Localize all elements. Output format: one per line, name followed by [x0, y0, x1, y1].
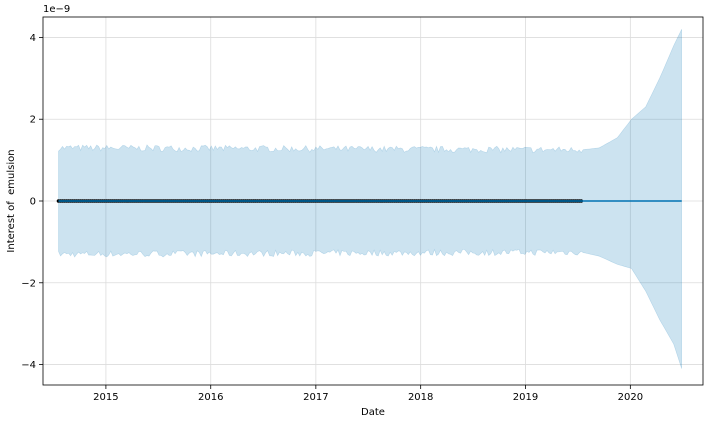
x-tick-label: 2019 [513, 392, 538, 403]
y-scale-label: 1e−9 [43, 4, 70, 15]
y-tick-label: −4 [21, 360, 36, 371]
x-tick-label: 2017 [303, 392, 328, 403]
x-tick-label: 2015 [93, 392, 118, 403]
x-tick-label: 2016 [198, 392, 223, 403]
y-tick-label: −2 [21, 278, 36, 289]
y-tick-label: 4 [30, 33, 36, 44]
y-tick-label: 2 [30, 115, 36, 126]
y-axis-label: Interest of emulsion [6, 149, 17, 252]
y-tick-label: 0 [30, 197, 36, 208]
x-tick-label: 2018 [408, 392, 433, 403]
x-tick-label: 2020 [618, 392, 643, 403]
y-axis-ticks: −4 −2 0 2 4 [21, 33, 43, 371]
x-axis-ticks: 2015 2016 2017 2018 2019 2020 [93, 385, 643, 403]
x-axis-label: Date [361, 407, 385, 418]
uncertainty-band [58, 29, 682, 369]
